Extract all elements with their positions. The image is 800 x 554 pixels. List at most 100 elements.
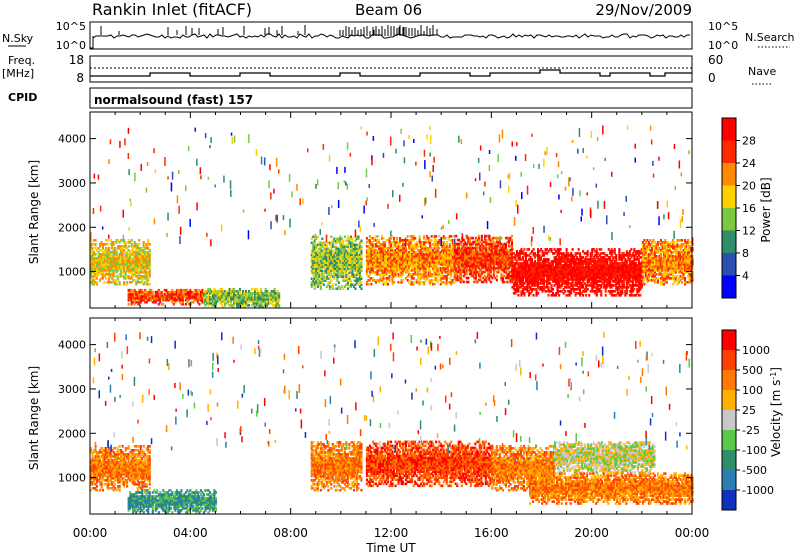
heatmap-cell (348, 271, 351, 274)
heatmap-cell (370, 261, 373, 264)
heatmap-cell (385, 253, 388, 256)
heatmap-cell (458, 246, 461, 250)
heatmap-cell (103, 281, 106, 284)
heatmap-cell (586, 282, 589, 285)
heatmap-cell (411, 265, 414, 268)
heatmap-cell (93, 261, 96, 264)
heatmap-cell (585, 252, 588, 255)
heatmap-cell (348, 277, 351, 280)
heatmap-cell (343, 255, 346, 259)
heatmap-cell (586, 280, 589, 283)
heatmap-cell (339, 241, 342, 245)
heatmap-cell (397, 267, 400, 270)
heatmap-cell (462, 266, 465, 270)
heatmap-cell (346, 245, 349, 249)
heatmap-cell (381, 271, 384, 274)
heatmap-cell (160, 290, 163, 294)
heatmap-cell (138, 253, 141, 256)
heatmap-cell (489, 264, 492, 268)
heatmap-cell (249, 294, 252, 297)
heatmap-cell (397, 247, 400, 250)
heatmap-cell (564, 268, 567, 271)
heatmap-cell (239, 302, 242, 305)
heatmap-cell (405, 263, 408, 266)
heatmap-cell (585, 286, 588, 289)
heatmap-cell (585, 256, 588, 259)
heatmap-cell (384, 263, 387, 266)
heatmap-cell (374, 245, 377, 248)
heatmap-cell (421, 269, 424, 272)
heatmap-cell (318, 259, 321, 262)
heatmap-cell (345, 245, 348, 249)
heatmap-cell (423, 257, 426, 260)
heatmap-cell (390, 255, 393, 258)
heatmap-cell (376, 239, 379, 242)
heatmap-cell (562, 258, 565, 261)
heatmap-cell (488, 258, 491, 262)
heatmap-cell (436, 247, 439, 250)
heatmap-cell (491, 244, 494, 248)
heatmap-cell (442, 259, 445, 262)
heatmap-cell (544, 268, 547, 271)
heatmap-cell (205, 292, 208, 295)
heatmap-cell (414, 245, 417, 248)
heatmap-cell (178, 300, 181, 304)
heatmap-cell (258, 300, 261, 303)
heatmap-cell (360, 263, 363, 266)
heatmap-cell (105, 261, 108, 264)
heatmap-cell (342, 245, 345, 249)
heatmap-cell (464, 248, 467, 252)
heatmap-cell (245, 294, 248, 297)
heatmap-cell (220, 296, 223, 299)
heatmap-cell (580, 262, 583, 265)
heatmap-cell (337, 271, 340, 274)
heatmap-cell (509, 270, 512, 274)
heatmap-cell (145, 296, 148, 300)
heatmap-cell (129, 288, 132, 292)
heatmap-cell (105, 269, 108, 272)
heatmap-cell (480, 260, 483, 264)
heatmap-cell (492, 258, 495, 262)
heatmap-cell (506, 264, 509, 268)
heatmap-cell (337, 275, 340, 278)
heatmap-cell (464, 264, 467, 268)
heatmap-cell (501, 248, 504, 252)
heatmap-cell (526, 286, 529, 289)
heatmap-cell (456, 256, 459, 260)
heatmap-cell (438, 247, 441, 250)
heatmap-cell (97, 259, 100, 262)
heatmap-cell (555, 274, 558, 277)
heatmap-cell (178, 298, 181, 302)
heatmap-cell (423, 281, 426, 284)
heatmap-cell (115, 279, 118, 282)
heatmap-cell (397, 245, 400, 248)
heatmap-cell (373, 255, 376, 258)
heatmap-cell (435, 243, 438, 246)
heatmap-cell (461, 252, 464, 256)
heatmap-cell (604, 286, 607, 289)
heatmap-cell (524, 270, 527, 273)
heatmap-cell (436, 257, 439, 260)
heatmap-cell (111, 247, 114, 250)
heatmap-cell (524, 280, 527, 283)
heatmap-cell (435, 247, 438, 250)
heatmap-cell (427, 275, 430, 278)
heatmap-cell (408, 267, 411, 270)
heatmap-cell (96, 267, 99, 270)
heatmap-cell (462, 270, 465, 274)
heatmap-cell (556, 250, 559, 253)
heatmap-cell (321, 259, 324, 262)
heatmap-cell (477, 256, 480, 260)
heatmap-cell (531, 250, 534, 253)
heatmap-cell (432, 269, 435, 272)
heatmap-cell (346, 287, 349, 290)
heatmap-cell (393, 255, 396, 258)
heatmap-cell (378, 251, 381, 254)
heatmap-cell (96, 273, 99, 276)
heatmap-cell (441, 241, 444, 244)
heatmap-cell (208, 292, 211, 295)
heatmap-cell (597, 252, 600, 255)
heatmap-cell (456, 254, 459, 258)
heatmap-cell (586, 278, 589, 281)
heatmap-cell (526, 254, 529, 257)
